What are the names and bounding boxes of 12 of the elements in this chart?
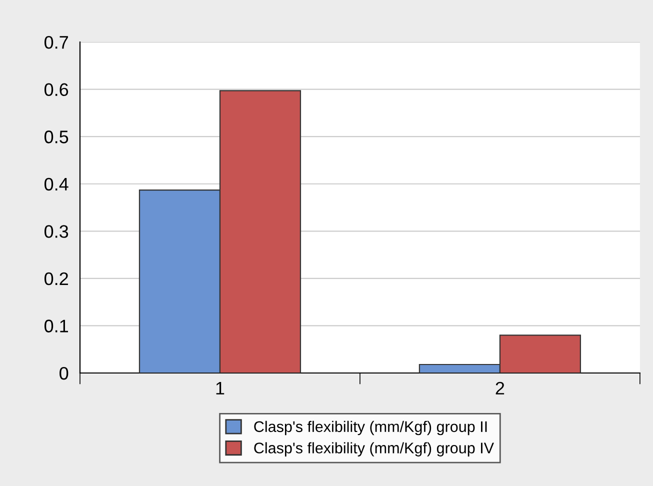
legend-label: Clasp's flexibility (mm/Kgf) group II (254, 420, 487, 436)
y-tick-label: 0.3 (44, 225, 68, 238)
legend-label: Clasp's flexibility (mm/Kgf) group IV (254, 442, 494, 456)
y-tick-label: 0.4 (44, 178, 68, 191)
y-tick-label: 0.7 (44, 36, 68, 49)
y-tick-label: 0.5 (44, 130, 68, 144)
x-tick-label: 1 (216, 382, 224, 394)
y-tick-label: 0 (60, 366, 68, 380)
y-tick-label: 0.6 (44, 83, 68, 96)
x-tick-label: 2 (496, 382, 504, 394)
y-tick-label: 0.2 (44, 272, 68, 286)
y-tick-label: 0.1 (44, 320, 68, 332)
